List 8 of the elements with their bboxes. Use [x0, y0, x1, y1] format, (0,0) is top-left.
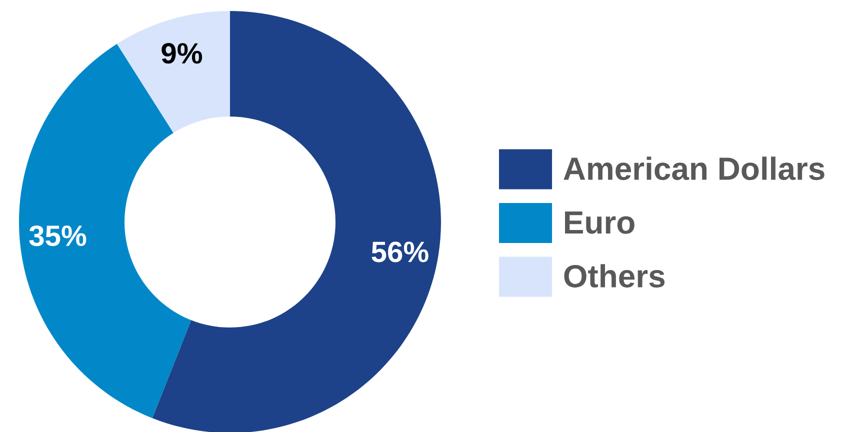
data-label: 9% [162, 43, 202, 64]
data-label: 35% [29, 225, 86, 246]
legend-label: American Dollars [564, 156, 824, 180]
donut-slice [116, 11, 230, 133]
legend-label: Euro [565, 212, 634, 234]
donut-slice [152, 11, 441, 432]
data-label: 56% [372, 242, 428, 262]
legend-label: Others [564, 264, 665, 288]
